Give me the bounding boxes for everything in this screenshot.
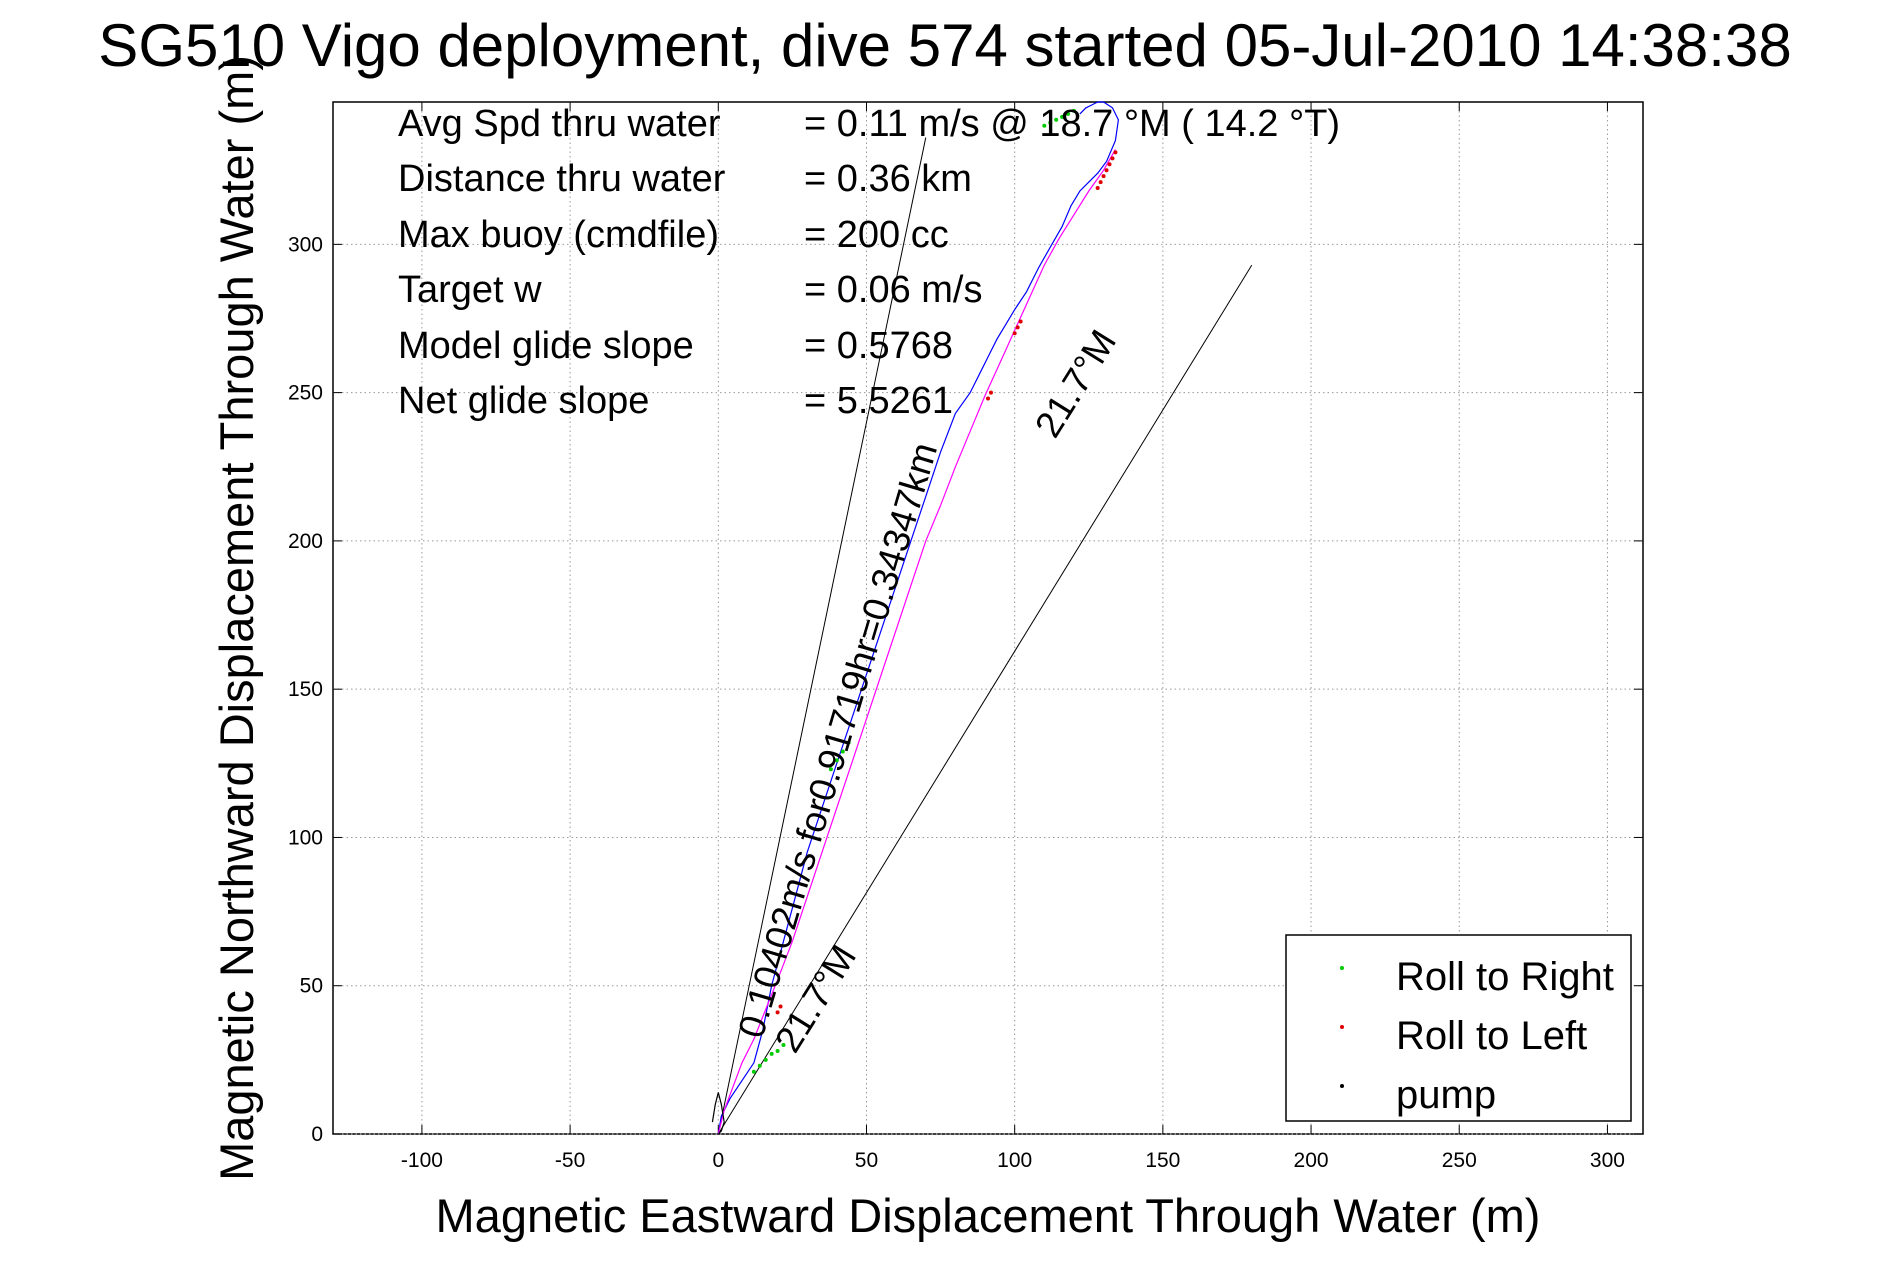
y-tick-label: 50 (300, 975, 323, 998)
legend-label-roll-right: Roll to Right (1396, 955, 1614, 999)
marker-roll-to-left (1015, 325, 1020, 330)
marker-roll-to-right (834, 758, 839, 763)
stat-value-distance: = 0.36 km (804, 158, 972, 200)
legend-label-pump: pump (1396, 1073, 1496, 1117)
x-tick-label: 0 (712, 1149, 724, 1172)
series-layer (711, 101, 1120, 1135)
trajectory-series-1 (717, 149, 1116, 1135)
stat-label-net-glide: Net glide slope (398, 380, 649, 422)
marker-layer (751, 108, 1118, 1074)
x-tick-label: -50 (555, 1149, 585, 1172)
x-tick-label: 200 (1294, 1149, 1329, 1172)
y-tick-label: 150 (288, 678, 323, 701)
legend-marker-pump (1340, 1084, 1344, 1088)
marker-roll-to-right (846, 740, 851, 745)
chart-title: SG510 Vigo deployment, dive 574 started … (98, 12, 1791, 79)
legend-marker-roll-left (1340, 1025, 1344, 1029)
x-tick-label: 250 (1442, 1149, 1477, 1172)
x-tick-label: 100 (997, 1149, 1032, 1172)
marker-roll-to-right (757, 1063, 762, 1068)
marker-roll-to-left (1104, 168, 1109, 173)
marker-roll-to-left (988, 390, 993, 395)
y-tick-label: 200 (288, 530, 323, 553)
marker-roll-to-right (775, 1048, 780, 1053)
marker-roll-to-left (1018, 319, 1023, 324)
stat-label-avg-speed: Avg Spd thru water (398, 103, 721, 145)
marker-roll-to-left (1012, 331, 1017, 336)
marker-roll-to-right (1048, 120, 1053, 125)
trajectory-series-2 (711, 1092, 725, 1135)
stat-value-model-glide: = 0.5768 (804, 325, 953, 367)
legend-marker-roll-right (1340, 966, 1344, 970)
x-tick-label: 150 (1145, 1149, 1180, 1172)
tick-layer: -100 -50 0 50 100 150 200 250 300 0 50 100 150 200 250… (288, 102, 1643, 1172)
marker-roll-to-left (1107, 162, 1112, 167)
marker-roll-to-right (1054, 117, 1059, 122)
marker-roll-to-left (778, 1004, 783, 1009)
legend-label-roll-left: Roll to Left (1396, 1014, 1587, 1058)
marker-roll-to-left (775, 1010, 780, 1015)
stat-label-max-buoy: Max buoy (cmdfile) (398, 214, 719, 256)
marker-roll-to-left (1110, 156, 1115, 161)
x-axis-label: Magnetic Eastward Displacement Through W… (436, 1189, 1541, 1242)
y-tick-label: 100 (288, 826, 323, 849)
marker-roll-to-left (1098, 180, 1103, 185)
y-tick-label: 250 (288, 382, 323, 405)
x-tick-label: 50 (855, 1149, 878, 1172)
stat-label-model-glide: Model glide slope (398, 325, 694, 367)
stat-value-target-w: = 0.06 m/s (804, 269, 982, 311)
trajectory-series-0 (717, 101, 1120, 1135)
marker-roll-to-right (1042, 123, 1047, 128)
y-tick-label: 300 (288, 233, 323, 256)
y-tick-label: 0 (311, 1123, 323, 1146)
y-axis-label: Magnetic Northward Displacement Through … (210, 55, 263, 1181)
marker-roll-to-right (828, 767, 833, 772)
x-tick-label: 300 (1590, 1149, 1625, 1172)
heading-reference-line-1 (717, 264, 1253, 1135)
marker-roll-to-left (986, 396, 990, 401)
stat-value-avg-speed: = 0.11 m/s @ 18.7 °M ( 14.2 °T) (804, 103, 1340, 145)
marker-roll-to-right (1071, 108, 1076, 113)
stat-label-target-w: Target w (398, 269, 542, 311)
legend: Roll to Right Roll to Left pump (1285, 934, 1632, 1122)
heading-reference-line-0 (717, 137, 927, 1135)
marker-roll-to-left (1095, 186, 1100, 190)
marker-roll-to-right (1066, 111, 1071, 116)
marker-roll-to-right (1060, 114, 1065, 119)
marker-roll-to-right (769, 1051, 774, 1056)
marker-roll-to-right (763, 1057, 768, 1062)
reference-lines (717, 137, 1253, 1135)
stat-value-net-glide: = 5.5261 (804, 380, 953, 422)
marker-roll-to-right (781, 1043, 786, 1048)
marker-roll-to-right (840, 749, 845, 754)
marker-roll-to-right (751, 1069, 756, 1074)
x-tick-label: -100 (401, 1149, 443, 1172)
stats-block: Avg Spd thru water = 0.11 m/s @ 18.7 °M … (398, 103, 1340, 422)
stat-label-distance: Distance thru water (398, 158, 726, 200)
marker-roll-to-left (1113, 150, 1118, 155)
marker-roll-to-left (1101, 174, 1106, 179)
stat-value-max-buoy: = 200 cc (804, 214, 949, 256)
